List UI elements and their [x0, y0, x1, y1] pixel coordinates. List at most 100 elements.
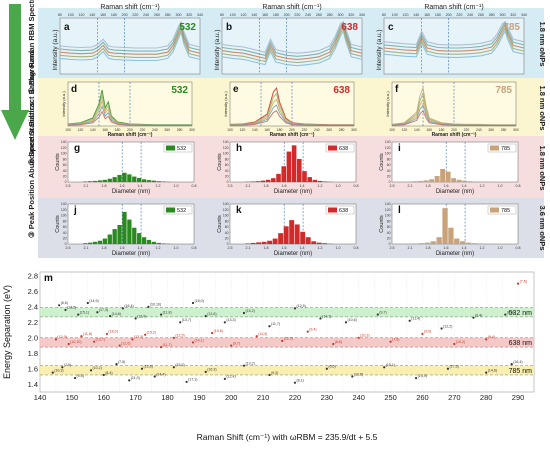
- chirality-label: (9,4): [475, 313, 482, 317]
- y-tick-label: 140: [385, 202, 391, 206]
- panel-letter: c: [388, 22, 394, 33]
- histogram-bar: [265, 179, 271, 182]
- histogram-bar: [127, 219, 132, 244]
- x-tick-label: 120: [402, 128, 408, 132]
- x-tick-label: 2.1: [246, 184, 251, 188]
- histogram-bar: [460, 241, 466, 244]
- chirality-label: (9,7): [379, 310, 386, 314]
- histogram-bar: [297, 158, 302, 182]
- histogram-bar: [322, 243, 328, 244]
- histogram-bar: [434, 176, 440, 182]
- histogram-bar: [132, 176, 137, 182]
- chirality-label: (10,2): [456, 340, 465, 344]
- histogram-bar: [151, 180, 157, 182]
- y-tick-label: 20: [387, 236, 391, 240]
- chirality-label: (7,5): [118, 360, 125, 364]
- chirality-label: (13,7): [182, 318, 191, 322]
- y-tick-label: 0: [389, 242, 391, 246]
- top-axis-tick: 120: [241, 13, 247, 17]
- x-tick-label: 0.8: [192, 184, 197, 188]
- panel-letter: b: [226, 22, 232, 33]
- chirality-point: [102, 373, 105, 377]
- histogram-bar: [256, 242, 262, 244]
- chirality-point: [86, 301, 89, 305]
- histogram-bar: [407, 181, 413, 182]
- chirality-point: [389, 340, 392, 343]
- histogram-bar: [462, 180, 468, 182]
- y-axis-label: Intensity (a.u.): [385, 91, 390, 117]
- chirality-label: (17,1): [188, 378, 197, 382]
- x-tick-label: 170: [129, 393, 142, 402]
- histogram-bar: [97, 180, 103, 182]
- top-axis-tick: 100: [392, 13, 398, 17]
- legend-label: 785: [501, 146, 510, 152]
- top-axis-tick: 200: [446, 13, 452, 17]
- top-axis-tick: 280: [165, 13, 171, 17]
- chirality-label: (9,7): [233, 341, 240, 345]
- y-tick-label: 40: [387, 169, 391, 173]
- legend-label: 638: [339, 208, 348, 214]
- y-tick-label: 120: [385, 146, 391, 150]
- chirality-point: [351, 375, 354, 378]
- top-axis-tick: 220: [132, 13, 138, 17]
- top-axis-tick: 200: [284, 13, 290, 17]
- x-tick-label: 2.5: [228, 246, 233, 250]
- x-tick-label: 0.8: [354, 246, 359, 250]
- y-axis-label: Intensity (a.u.): [52, 29, 59, 70]
- side-label-row1: ① Raw Raman RBM Spectra: [27, 0, 36, 94]
- chirality-label: (12,5): [296, 304, 305, 308]
- y-tick-label: 120: [385, 208, 391, 212]
- chirality-label: (14,6): [112, 312, 121, 316]
- chirality-point: [80, 335, 83, 338]
- panel-letter: j: [73, 205, 77, 216]
- panel-c: c 785 Intensity (a.u.): [376, 17, 525, 75]
- spectrum-trace: [383, 29, 525, 58]
- chirality-point: [325, 367, 328, 370]
- histogram-bar: [107, 234, 112, 244]
- y-tick-label: 2.6: [28, 287, 38, 296]
- panel-letter: h: [236, 143, 242, 154]
- chirality-point: [293, 381, 297, 384]
- laser-label: 638: [333, 85, 350, 96]
- right-label-row1: 1.8 nm oNPs: [538, 21, 547, 66]
- y-tick-label: 2.0: [28, 333, 38, 342]
- panel-letter: f: [395, 84, 399, 95]
- right-label-row4: 3.6 nm oNPs: [538, 205, 547, 250]
- legend-label: 638: [339, 146, 348, 152]
- chirality-label: (10,10): [150, 303, 161, 307]
- y-tick-label: 60: [387, 225, 391, 229]
- histogram-bar: [102, 179, 108, 182]
- chirality-point: [172, 336, 175, 339]
- chirality-point: [140, 367, 144, 370]
- x-tick-label: 190: [193, 393, 206, 402]
- x-tick-label: 300: [513, 128, 519, 132]
- chirality-label: (14,1): [194, 338, 203, 342]
- histogram-bar: [477, 243, 483, 244]
- histogram-bar: [88, 181, 93, 182]
- top-axis-tick: 140: [413, 13, 419, 17]
- chirality-label: (14,4): [156, 372, 165, 376]
- histogram-bar: [286, 151, 292, 182]
- top-axis-tick: 300: [175, 13, 181, 17]
- histogram-bar: [272, 238, 278, 244]
- histogram-bar: [445, 171, 451, 182]
- chirality-label: (12,9): [57, 335, 66, 339]
- x-tick-label: 1.0: [498, 246, 503, 250]
- legend-swatch: [490, 145, 499, 151]
- histogram-bar: [88, 242, 93, 244]
- histogram-bar: [413, 243, 419, 244]
- top-axis-title: Raman shift (cm⁻¹): [424, 4, 483, 11]
- x-tick-label: 1.4: [138, 184, 143, 188]
- x-tick-label: 240: [314, 128, 320, 132]
- chirality-label: (18,0): [108, 330, 117, 334]
- plot-frame: [391, 203, 519, 245]
- panel-a: a 532 Intensity (a.u.): [52, 17, 201, 75]
- x-axis-title: Diameter (nm): [436, 189, 474, 195]
- histogram-bar: [102, 238, 108, 244]
- x-tick-label: 2.1: [246, 246, 251, 250]
- chirality-point: [516, 282, 520, 285]
- histogram-bar: [83, 243, 88, 244]
- histogram-bar: [245, 243, 251, 244]
- x-tick-label: 280: [501, 128, 507, 132]
